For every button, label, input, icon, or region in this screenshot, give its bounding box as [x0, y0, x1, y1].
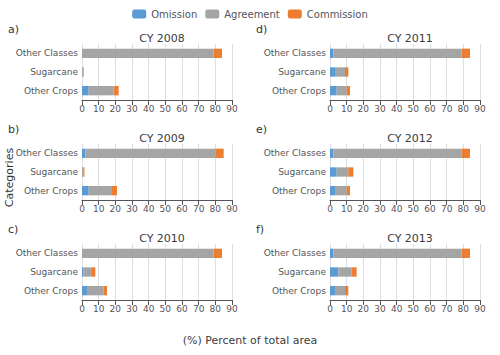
svg-text:d): d) [256, 23, 267, 36]
svg-text:50: 50 [408, 104, 420, 114]
svg-text:40: 40 [391, 304, 403, 314]
svg-text:b): b) [8, 123, 19, 136]
svg-text:30: 30 [374, 304, 386, 314]
svg-text:Sugarcane: Sugarcane [278, 267, 326, 277]
svg-text:Other Crops: Other Crops [272, 186, 326, 196]
svg-text:10: 10 [93, 304, 105, 314]
svg-text:Sugarcane: Sugarcane [278, 67, 326, 77]
svg-text:a): a) [8, 23, 19, 36]
svg-text:(%) Percent of total area: (%) Percent of total area [183, 334, 318, 347]
svg-text:70: 70 [193, 104, 205, 114]
svg-text:80: 80 [458, 204, 470, 214]
svg-text:Other Classes: Other Classes [264, 248, 327, 258]
svg-text:Other Classes: Other Classes [16, 148, 79, 158]
svg-text:40: 40 [143, 304, 155, 314]
svg-text:Other Crops: Other Crops [272, 86, 326, 96]
svg-text:0: 0 [79, 104, 85, 114]
svg-text:80: 80 [210, 104, 222, 114]
svg-text:70: 70 [441, 204, 453, 214]
svg-text:Sugarcane: Sugarcane [30, 267, 78, 277]
svg-text:10: 10 [93, 104, 105, 114]
svg-text:Other Crops: Other Crops [24, 86, 78, 96]
svg-text:90: 90 [474, 104, 486, 114]
svg-text:0: 0 [327, 104, 333, 114]
svg-text:10: 10 [341, 104, 353, 114]
svg-text:20: 20 [358, 204, 370, 214]
svg-text:Other Classes: Other Classes [264, 48, 327, 58]
svg-text:Other Classes: Other Classes [16, 248, 79, 258]
svg-text:10: 10 [341, 204, 353, 214]
svg-text:10: 10 [93, 204, 105, 214]
svg-text:60: 60 [424, 204, 436, 214]
svg-text:Sugarcane: Sugarcane [30, 67, 78, 77]
svg-text:30: 30 [374, 204, 386, 214]
svg-text:c): c) [8, 223, 18, 236]
svg-text:40: 40 [143, 204, 155, 214]
svg-text:CY 2008: CY 2008 [139, 32, 185, 45]
svg-text:Other Crops: Other Crops [24, 186, 78, 196]
svg-text:50: 50 [160, 304, 172, 314]
svg-text:50: 50 [408, 204, 420, 214]
svg-text:f): f) [256, 223, 264, 236]
svg-text:80: 80 [458, 304, 470, 314]
svg-text:20: 20 [358, 104, 370, 114]
svg-text:60: 60 [176, 104, 188, 114]
svg-text:20: 20 [358, 304, 370, 314]
svg-text:e): e) [256, 123, 267, 136]
svg-text:Omission: Omission [151, 9, 197, 20]
svg-text:0: 0 [79, 204, 85, 214]
svg-text:70: 70 [441, 104, 453, 114]
svg-text:40: 40 [391, 204, 403, 214]
svg-text:0: 0 [327, 304, 333, 314]
svg-text:30: 30 [126, 204, 138, 214]
svg-text:70: 70 [441, 304, 453, 314]
svg-text:Commission: Commission [307, 9, 368, 20]
svg-text:10: 10 [341, 304, 353, 314]
svg-text:CY 2009: CY 2009 [139, 132, 185, 145]
svg-text:80: 80 [210, 304, 222, 314]
svg-text:Agreement: Agreement [224, 9, 280, 20]
svg-text:60: 60 [176, 204, 188, 214]
svg-text:20: 20 [110, 204, 122, 214]
svg-text:20: 20 [110, 104, 122, 114]
svg-text:20: 20 [110, 304, 122, 314]
svg-text:50: 50 [160, 104, 172, 114]
svg-text:90: 90 [474, 304, 486, 314]
svg-text:30: 30 [374, 104, 386, 114]
svg-text:70: 70 [193, 304, 205, 314]
svg-text:40: 40 [391, 104, 403, 114]
svg-text:80: 80 [458, 104, 470, 114]
svg-text:Sugarcane: Sugarcane [278, 167, 326, 177]
svg-text:50: 50 [160, 204, 172, 214]
svg-text:0: 0 [327, 204, 333, 214]
svg-text:90: 90 [226, 104, 238, 114]
svg-text:CY 2011: CY 2011 [387, 32, 433, 45]
svg-text:CY 2012: CY 2012 [387, 132, 433, 145]
svg-text:80: 80 [210, 204, 222, 214]
svg-text:30: 30 [126, 304, 138, 314]
svg-text:CY 2010: CY 2010 [139, 232, 185, 245]
svg-text:30: 30 [126, 104, 138, 114]
svg-text:0: 0 [79, 304, 85, 314]
svg-text:Sugarcane: Sugarcane [30, 167, 78, 177]
svg-text:50: 50 [408, 304, 420, 314]
svg-text:60: 60 [424, 304, 436, 314]
svg-text:40: 40 [143, 104, 155, 114]
svg-text:90: 90 [474, 204, 486, 214]
svg-text:70: 70 [193, 204, 205, 214]
svg-text:60: 60 [424, 104, 436, 114]
svg-text:Categories: Categories [3, 148, 16, 208]
svg-text:90: 90 [226, 304, 238, 314]
svg-text:Other Crops: Other Crops [24, 286, 78, 296]
svg-text:90: 90 [226, 204, 238, 214]
svg-text:Other Classes: Other Classes [16, 48, 79, 58]
svg-text:Other Crops: Other Crops [272, 286, 326, 296]
svg-text:60: 60 [176, 304, 188, 314]
svg-text:Other Classes: Other Classes [264, 148, 327, 158]
svg-text:CY 2013: CY 2013 [387, 232, 433, 245]
